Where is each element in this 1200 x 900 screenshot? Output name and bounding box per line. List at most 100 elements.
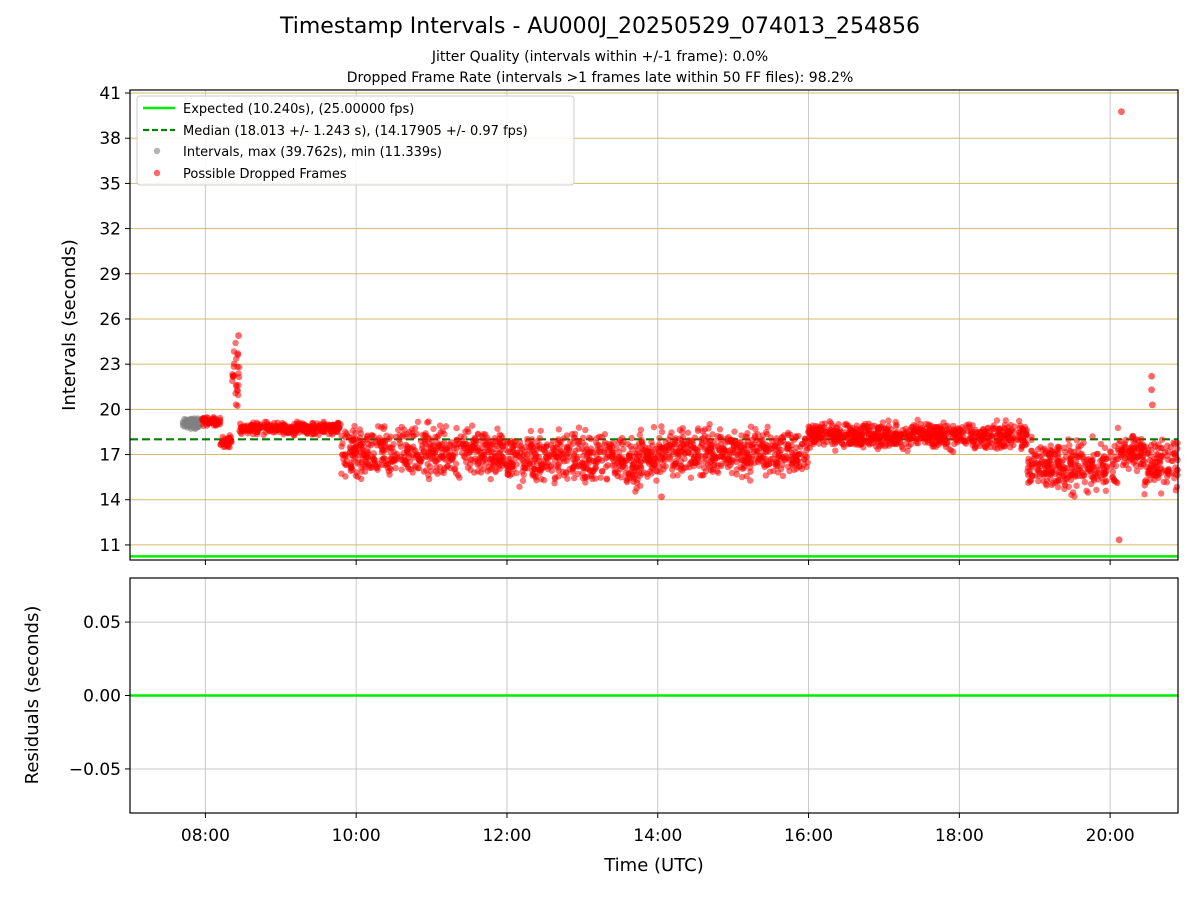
dropped-frame-point xyxy=(1102,478,1109,485)
dropped-frame-point xyxy=(354,460,361,467)
dropped-frame-point xyxy=(1154,445,1162,452)
dropped-frame-point xyxy=(429,448,436,456)
dropped-frame-point xyxy=(487,475,494,483)
dropped-frame-point xyxy=(359,440,366,447)
dropped-frame-point xyxy=(1164,442,1171,449)
dropped-frame-point xyxy=(1048,470,1055,477)
dropped-frame-point xyxy=(865,423,872,430)
top-y-tick-label: 26 xyxy=(99,310,121,330)
dropped-frame-point xyxy=(460,453,468,460)
dropped-frame-point xyxy=(335,420,342,427)
dropped-frame-point xyxy=(1112,478,1120,486)
dropped-frame-point xyxy=(913,439,920,447)
dropped-frame-point xyxy=(704,448,712,456)
dropped-frame-point xyxy=(511,451,518,458)
dropped-frame-point xyxy=(738,432,745,439)
dropped-frame-point xyxy=(905,442,913,450)
dropped-frame-point xyxy=(993,438,1001,445)
dropped-frame-point xyxy=(908,423,915,431)
dropped-frame-point xyxy=(389,455,396,462)
dropped-frame-point xyxy=(364,444,371,452)
dropped-frame-point xyxy=(527,427,535,435)
dropped-frame-point xyxy=(754,448,761,455)
dropped-frame-point xyxy=(1170,450,1177,458)
dropped-frame-point xyxy=(674,449,682,456)
dropped-frame-point xyxy=(1141,446,1148,454)
dropped-frame-point xyxy=(578,459,586,467)
dropped-frame-point xyxy=(728,456,735,463)
dropped-frame-point xyxy=(387,433,394,440)
dropped-frame-point xyxy=(1153,463,1161,470)
dropped-frame-point xyxy=(498,434,506,442)
dropped-frame-point xyxy=(1114,424,1122,432)
intervals-plot-frame xyxy=(129,89,1179,561)
dropped-frame-point xyxy=(438,445,446,452)
dropped-frame-point xyxy=(676,426,684,434)
dropped-frame-point xyxy=(229,372,237,379)
dropped-frame-point xyxy=(593,434,601,442)
dropped-frame-point xyxy=(821,420,829,427)
dropped-frame-point xyxy=(497,447,504,454)
dropped-frame-point xyxy=(743,434,751,441)
top-y-tick-label: 20 xyxy=(99,400,121,420)
dropped-frame-point xyxy=(1040,471,1048,479)
dropped-frame-point xyxy=(507,463,514,470)
dropped-frame-point xyxy=(773,435,780,442)
dropped-frame-point xyxy=(1102,462,1110,470)
dropped-frame-point xyxy=(620,446,627,453)
dropped-frame-point xyxy=(1109,468,1117,475)
dropped-frame-point xyxy=(797,443,804,451)
dropped-frame-point xyxy=(529,472,536,479)
dropped-frame-point xyxy=(1148,401,1156,409)
dropped-frame-point xyxy=(544,465,552,473)
dropped-frame-point xyxy=(1001,425,1009,433)
dropped-frame-point xyxy=(471,469,478,476)
dropped-frame-point xyxy=(402,457,409,465)
dropped-frame-point xyxy=(983,444,990,452)
dropped-frame-point xyxy=(853,439,860,446)
dropped-frame-point xyxy=(1119,461,1127,469)
dropped-frame-point xyxy=(706,421,713,428)
dropped-frame-point xyxy=(1072,469,1079,476)
dropped-frame-point xyxy=(1097,440,1105,448)
dropped-frame-point xyxy=(456,474,463,481)
dropped-frame-point xyxy=(858,430,866,438)
dropped-frame-point xyxy=(784,429,792,437)
dropped-frame-point xyxy=(368,464,375,472)
dropped-frame-point xyxy=(634,476,641,483)
dropped-frame-point xyxy=(925,436,933,443)
dropped-frame-point xyxy=(436,455,443,462)
dropped-frame-point xyxy=(774,469,782,476)
legend-dropped-swatch xyxy=(153,169,161,177)
dropped-frame-point xyxy=(1133,467,1141,475)
dropped-frame-point xyxy=(482,456,489,463)
dropped-frame-point xyxy=(1081,478,1089,486)
dropped-frame-point xyxy=(972,429,979,436)
dropped-frame-point xyxy=(563,443,570,450)
dropped-frame-point xyxy=(876,443,883,450)
dropped-frame-point xyxy=(587,435,595,443)
dropped-frame-point xyxy=(966,423,973,430)
dropped-frame-point xyxy=(879,419,887,426)
dropped-frame-point xyxy=(551,457,559,464)
dropped-frame-point xyxy=(1075,446,1082,453)
dropped-frame-point xyxy=(234,402,241,409)
dropped-frame-point xyxy=(370,432,377,440)
dropped-frame-point xyxy=(847,427,854,434)
dropped-frame-point xyxy=(941,435,948,443)
interval-point xyxy=(187,421,194,428)
dropped-frame-point xyxy=(351,422,358,430)
dropped-frame-rate-subtitle: Dropped Frame Rate (intervals >1 frames … xyxy=(346,70,854,86)
x-tick-label: 18:00 xyxy=(935,826,984,846)
dropped-frame-point xyxy=(771,442,779,449)
dropped-frame-point xyxy=(210,414,217,421)
dropped-frame-point xyxy=(236,363,243,371)
dropped-frame-point xyxy=(658,428,666,436)
dropped-frame-point xyxy=(1054,476,1062,484)
dropped-frame-point xyxy=(954,439,961,446)
dropped-frame-point xyxy=(1043,482,1050,489)
dropped-frame-point xyxy=(1146,476,1154,484)
dropped-frame-point xyxy=(904,447,911,455)
dropped-frame-point xyxy=(1007,444,1014,451)
dropped-frame-point xyxy=(753,436,760,444)
